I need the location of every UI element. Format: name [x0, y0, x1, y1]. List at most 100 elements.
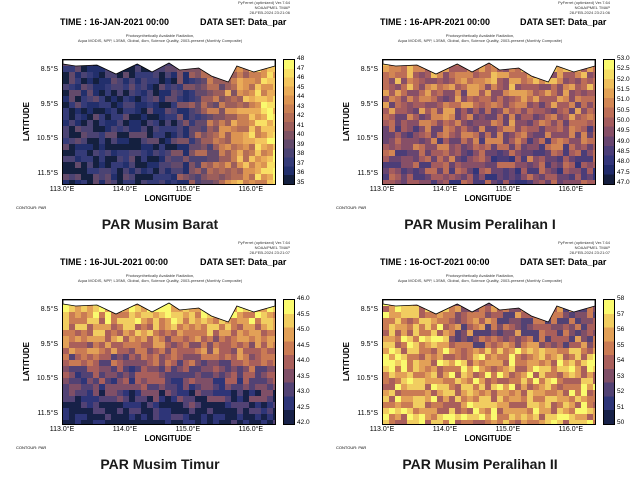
- heatmap-cell: [99, 336, 106, 343]
- heatmap-cell: [75, 330, 82, 337]
- heatmap-cell: [111, 414, 118, 421]
- heatmap-cell: [545, 180, 552, 184]
- heatmap-cell: [395, 330, 402, 337]
- heatmap-cell: [497, 354, 504, 361]
- heatmap-cell: [569, 84, 576, 91]
- heatmap-cell: [425, 348, 432, 355]
- heatmap-cell: [99, 150, 106, 157]
- heatmap-cell: [207, 342, 214, 349]
- heatmap-cell: [407, 144, 414, 151]
- heatmap-cell: [425, 162, 432, 169]
- heatmap-cell: [545, 378, 552, 385]
- heatmap-cell: [249, 132, 256, 139]
- heatmap-cell: [177, 102, 184, 109]
- heatmap-cell: [467, 390, 474, 397]
- heatmap-cell: [479, 354, 486, 361]
- heatmap-cell: [395, 108, 402, 115]
- heatmap-cell: [129, 162, 136, 169]
- contour-note: CONTOUR: PAR: [16, 205, 47, 210]
- heatmap-cell: [141, 330, 148, 337]
- heatmap-cell: [171, 114, 178, 121]
- heatmap-cell: [551, 360, 558, 367]
- heatmap-cell: [159, 318, 166, 325]
- heatmap-cell: [515, 72, 522, 79]
- heatmap-cell: [485, 102, 492, 109]
- heatmap-cell: [255, 90, 262, 97]
- heatmap-cell: [129, 420, 136, 424]
- heatmap-cell: [539, 156, 546, 163]
- heatmap-cell: [249, 324, 256, 331]
- heatmap-cell: [479, 144, 486, 151]
- heatmap-cell: [557, 306, 564, 313]
- heatmap-cell: [153, 72, 160, 79]
- heatmap-cell: [261, 378, 268, 385]
- y-tick-label: 10.5°S: [356, 135, 378, 143]
- heatmap-cell: [389, 336, 396, 343]
- heatmap-cell: [171, 366, 178, 373]
- heatmap-cell: [431, 384, 438, 391]
- heatmap-cell: [93, 420, 100, 424]
- heatmap-cell: [189, 360, 196, 367]
- heatmap-cell: [237, 384, 244, 391]
- heatmap-cell: [147, 126, 154, 133]
- heatmap-cell: [533, 414, 540, 421]
- heatmap-cell: [533, 138, 540, 145]
- heatmap-cell: [111, 108, 118, 115]
- heatmap-cell: [593, 396, 595, 403]
- heatmap-cell: [407, 318, 414, 325]
- heatmap-cell: [497, 78, 504, 85]
- heatmap-cell: [111, 318, 118, 325]
- heatmap-cell: [99, 120, 106, 127]
- heatmap-cell: [177, 390, 184, 397]
- heatmap-cell: [69, 396, 76, 403]
- heatmap-cell: [389, 312, 396, 319]
- heatmap-cell: [273, 408, 275, 415]
- heatmap-cell: [105, 108, 112, 115]
- heatmap-cell: [213, 96, 220, 103]
- heatmap-cell: [449, 138, 456, 145]
- heatmap-cell: [407, 126, 414, 133]
- heatmap-cell: [533, 408, 540, 415]
- heatmap-cell: [225, 174, 232, 181]
- heatmap-cell: [255, 348, 262, 355]
- heatmap-cell: [135, 342, 142, 349]
- heatmap-cell: [395, 396, 402, 403]
- heatmap-cell: [243, 354, 250, 361]
- heatmap-cell: [461, 312, 468, 319]
- heatmap-cell: [437, 330, 444, 337]
- heatmap-cell: [521, 330, 528, 337]
- heatmap-cell: [545, 420, 552, 424]
- heatmap-cell: [135, 114, 142, 121]
- heatmap-cell: [485, 144, 492, 151]
- panel-caption: PAR Musim Peralihan I: [404, 216, 556, 232]
- heatmap-cell: [557, 348, 564, 355]
- heatmap-cell: [81, 378, 88, 385]
- heatmap-cell: [461, 174, 468, 181]
- heatmap-cell: [467, 180, 474, 184]
- heatmap-cell: [389, 174, 396, 181]
- heatmap-cell: [491, 120, 498, 127]
- heatmap-cell: [395, 180, 402, 184]
- heatmap-cell: [509, 162, 516, 169]
- heatmap-cell: [129, 138, 136, 145]
- heatmap-cell: [165, 90, 172, 97]
- heatmap-cell: [467, 348, 474, 355]
- heatmap-cell: [111, 396, 118, 403]
- heatmap-cell: [593, 324, 595, 331]
- heatmap-cell: [389, 360, 396, 367]
- heatmap-cell: [195, 144, 202, 151]
- heatmap-cell: [81, 132, 88, 139]
- heatmap-cell: [401, 306, 408, 313]
- heatmap-cell: [99, 84, 106, 91]
- heatmap-cell: [461, 372, 468, 379]
- heatmap-cell: [407, 408, 414, 415]
- heatmap-cell: [117, 414, 124, 421]
- heatmap-cell: [443, 78, 450, 85]
- heatmap-cell: [539, 318, 546, 325]
- heatmap-cell: [401, 324, 408, 331]
- heatmap-cell: [99, 168, 106, 175]
- heatmap-cell: [437, 84, 444, 91]
- heatmap-cell: [255, 96, 262, 103]
- heatmap-cell: [219, 138, 226, 145]
- heatmap-cell: [261, 120, 268, 127]
